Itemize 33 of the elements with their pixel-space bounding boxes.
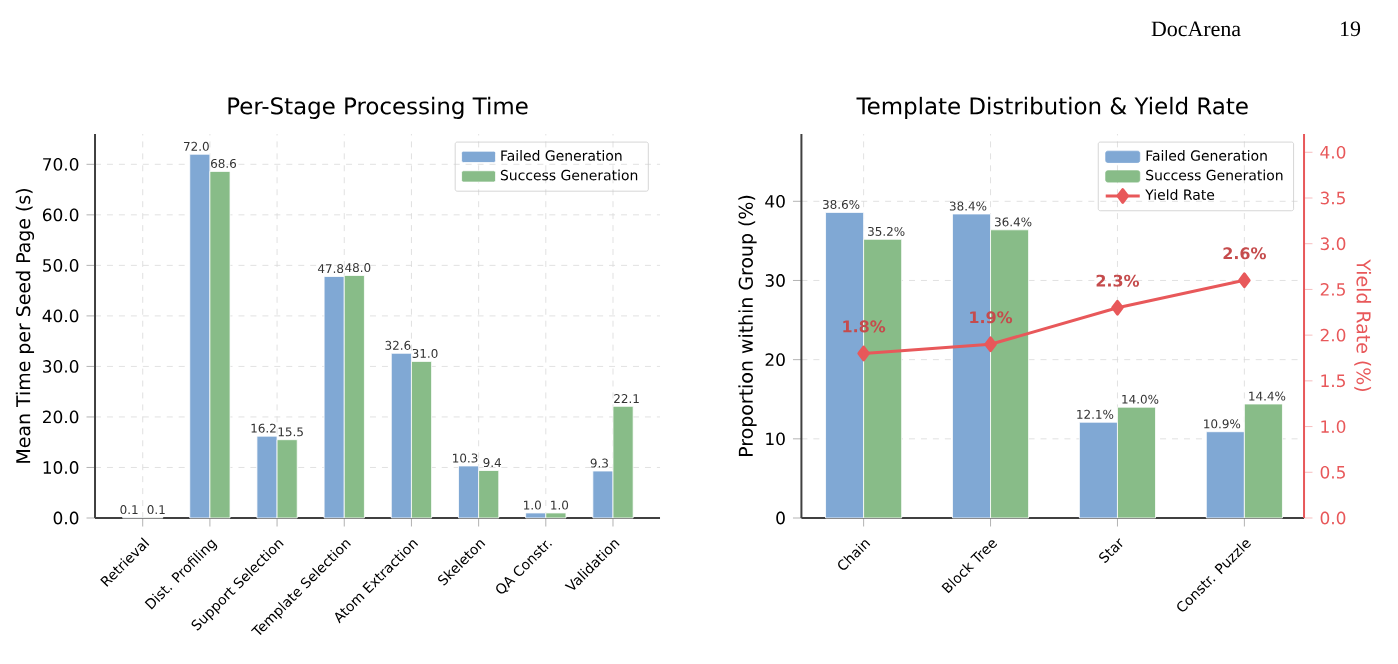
y-tick-label: 30.0 bbox=[43, 360, 79, 373]
y-axis-title: Proportion within Group (%) bbox=[738, 195, 757, 456]
y-tick-label: 20 bbox=[765, 353, 785, 367]
point bbox=[857, 345, 870, 362]
point bbox=[984, 336, 997, 353]
y2-tick-label: 0.5 bbox=[1320, 465, 1345, 479]
y-tick-label: 70.0 bbox=[43, 157, 79, 171]
y2-tick-label: 4.0 bbox=[1320, 145, 1346, 159]
text: 19 bbox=[1340, 21, 1361, 37]
y2-tick-label: 2.0 bbox=[1320, 328, 1346, 342]
y2-tick-label: 3.0 bbox=[1320, 237, 1346, 251]
y-tick-label: 40.0 bbox=[42, 309, 79, 323]
text: DocArena bbox=[1151, 21, 1241, 37]
point bbox=[1238, 272, 1251, 289]
y2-tick-label: 3.5 bbox=[1320, 191, 1345, 205]
y2-tick-label: 1.0 bbox=[1321, 420, 1346, 433]
y-tick-label: 40 bbox=[765, 194, 785, 208]
point bbox=[1111, 299, 1124, 316]
y-tick-label: 60.0 bbox=[42, 208, 79, 222]
y-tick-label: 20.0 bbox=[43, 410, 79, 424]
y2-axis-title: Yield Rate (%) bbox=[1354, 259, 1372, 391]
y-tick-label: 0 bbox=[776, 511, 785, 525]
y-axis-title: Mean Time per Seed Page (s) bbox=[15, 189, 35, 463]
y2-tick-label: 1.5 bbox=[1321, 374, 1345, 388]
y-tick-label: 50.0 bbox=[43, 258, 79, 272]
y-tick-label: 30 bbox=[765, 274, 785, 287]
y-tick-label: 10 bbox=[766, 432, 785, 446]
chart-title: Per-Stage Processing Time bbox=[228, 96, 528, 119]
y2-tick-label: 2.5 bbox=[1320, 283, 1345, 296]
y2-tick-label: 0.0 bbox=[1320, 511, 1346, 525]
chart-title: Template Distribution & Yield Rate bbox=[856, 96, 1248, 119]
y-tick-label: 10.0 bbox=[43, 461, 79, 474]
y-tick-label: 0.0 bbox=[53, 511, 79, 525]
